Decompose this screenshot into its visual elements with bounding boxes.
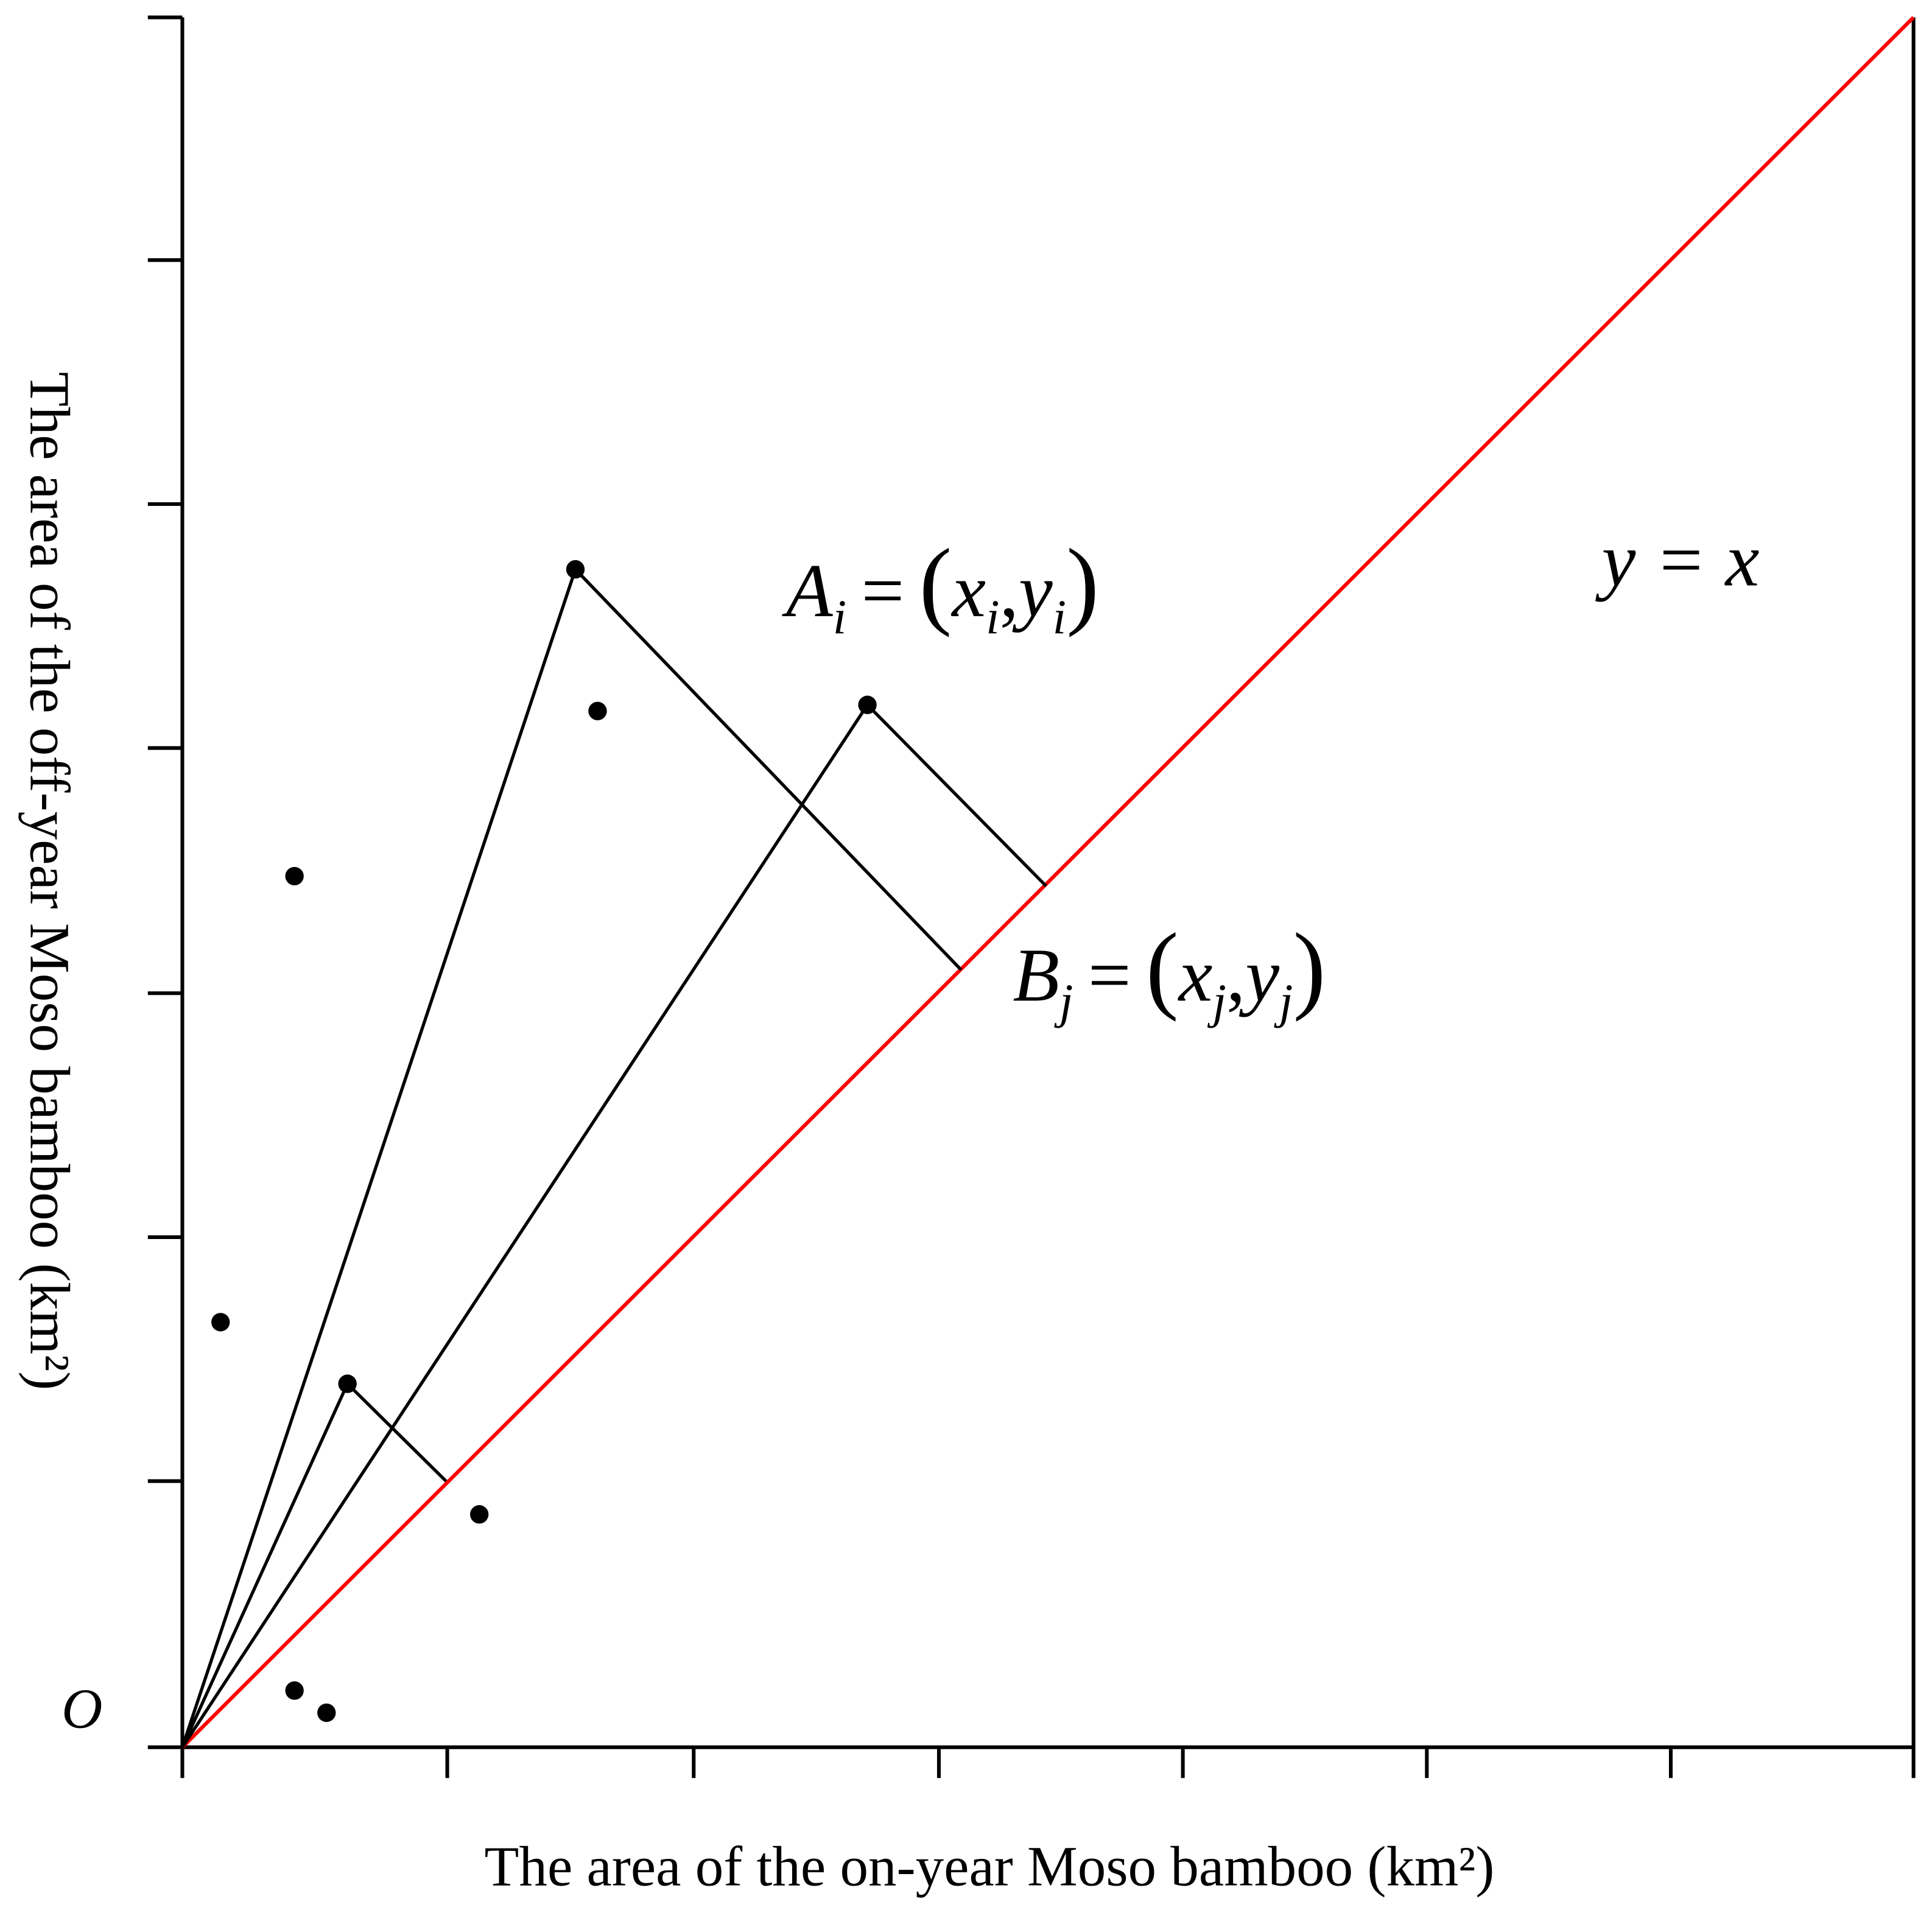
point xyxy=(338,1374,357,1393)
equation-part: ( xyxy=(1146,913,1179,1022)
line-label: y = x xyxy=(1595,518,1760,602)
equation-part: i xyxy=(1053,589,1067,644)
equation-part: y xyxy=(1238,933,1279,1017)
equation-part: x xyxy=(950,549,986,633)
y-ticks xyxy=(147,15,183,1749)
equation-part: , xyxy=(1000,549,1019,633)
axis-frame xyxy=(180,17,1916,1749)
equation-part: ) xyxy=(1066,529,1099,638)
point xyxy=(285,1681,304,1700)
equation-part: x xyxy=(1178,933,1213,1017)
equation-part: i xyxy=(986,589,1000,644)
equation-part: , xyxy=(1226,933,1245,1017)
equation-part: y xyxy=(1012,549,1053,633)
equation-part: A xyxy=(782,549,834,633)
equation-part: = xyxy=(861,549,904,633)
point xyxy=(211,1313,230,1332)
point xyxy=(588,701,607,721)
point xyxy=(566,560,585,579)
point xyxy=(317,1703,336,1722)
projection-lines xyxy=(180,566,1047,1749)
equation-part: ( xyxy=(919,529,952,638)
point xyxy=(470,1505,489,1524)
y-axis-label: The area of the off-year Moso bamboo (km… xyxy=(18,372,81,1391)
x-axis-label: The area of the on-year Moso bamboo (km²… xyxy=(485,1835,1495,1898)
origin-label: O xyxy=(61,1677,102,1740)
points xyxy=(211,560,877,1722)
point-a-label: Ai = (xi,yi) xyxy=(782,529,1099,644)
x-ticks xyxy=(180,1747,1916,1778)
equation-part: i xyxy=(833,589,847,644)
equation-part: = xyxy=(1088,933,1131,1017)
point xyxy=(858,695,877,714)
point-b-label: Bj = (xj,yj) xyxy=(1013,913,1326,1028)
equation-part: B xyxy=(1013,933,1059,1017)
identity-line xyxy=(181,16,1915,1749)
point xyxy=(285,866,304,886)
equation-part: ) xyxy=(1293,913,1326,1022)
axes xyxy=(147,15,1916,1778)
